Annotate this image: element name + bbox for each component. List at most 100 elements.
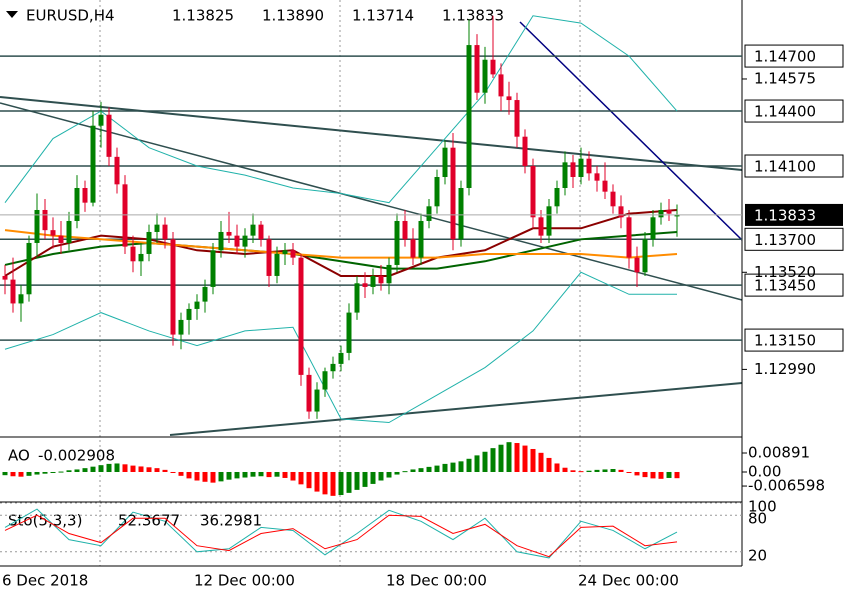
indicator-title: AO — [8, 447, 30, 465]
ao-bar — [194, 471, 200, 481]
candle-body — [370, 275, 376, 287]
ao-bar — [42, 471, 48, 474]
ao-bar — [434, 465, 440, 472]
ao-bar — [362, 471, 368, 487]
level-box — [744, 273, 844, 297]
ao-bar — [202, 471, 208, 482]
last-price-box — [745, 203, 843, 226]
level-label: 1.13450 — [754, 277, 816, 295]
candle-body — [250, 224, 256, 236]
header-value: 1.13714 — [352, 7, 414, 25]
ao-bar — [378, 471, 384, 481]
trend-line — [519, 21, 743, 241]
candle-body — [322, 371, 328, 390]
ao-bar — [538, 452, 544, 472]
candle-body — [106, 114, 112, 157]
y-tick-label: -0.006598 — [748, 477, 825, 495]
candle-body — [210, 250, 216, 287]
menu-triangle[interactable] — [6, 11, 18, 18]
chart-title: EURUSD,H4 — [26, 7, 115, 25]
y-tick-label: 1.13520 — [754, 263, 816, 281]
candle-body — [50, 230, 56, 236]
candle-body — [394, 220, 400, 265]
indicator-value: 52.3677 — [118, 512, 180, 530]
ao-bar — [514, 443, 520, 472]
ao-bar — [226, 471, 232, 480]
ao-bar — [658, 471, 664, 479]
ao-bar — [642, 471, 648, 478]
ao-bar — [18, 471, 24, 477]
level-box — [744, 44, 844, 68]
candle-body — [74, 187, 80, 221]
last-price-label: 1.13833 — [754, 206, 816, 224]
ao-bar — [618, 469, 624, 472]
ao-bar — [394, 471, 400, 475]
ao-bar — [122, 464, 128, 472]
candle-body — [162, 224, 168, 240]
level-label: 1.14700 — [754, 48, 816, 66]
x-tick-label: 24 Dec 00:00 — [578, 572, 679, 590]
ao-bar — [266, 471, 272, 478]
y-tick-label: 80 — [748, 510, 767, 528]
candle-body — [666, 209, 672, 214]
trend-line — [0, 96, 743, 171]
candle-body — [570, 162, 576, 178]
candle-body — [538, 217, 544, 236]
ao-bar — [442, 463, 448, 472]
ao-bar — [410, 469, 416, 472]
candle-body — [618, 206, 624, 218]
ao-bar — [634, 471, 640, 476]
candle-body — [450, 147, 456, 240]
ao-bar — [586, 470, 592, 472]
ao-bar — [530, 448, 536, 472]
ao-bar — [258, 471, 264, 477]
candle-body — [226, 231, 232, 236]
candle-body — [426, 206, 432, 221]
candle-body — [130, 246, 136, 262]
candle-body — [458, 187, 464, 240]
candle-body — [266, 239, 272, 276]
indicator-line — [4, 229, 678, 259]
ao-bar — [546, 457, 552, 472]
ao-bar — [242, 471, 248, 478]
trend-line — [169, 382, 743, 436]
ao-bar — [298, 471, 304, 485]
candle-body — [362, 283, 368, 287]
y-tick-label: 0.00 — [748, 462, 781, 480]
ao-bar — [218, 471, 224, 482]
candle-body — [66, 220, 72, 243]
candle-body — [186, 308, 192, 320]
ao-bar — [234, 471, 240, 479]
candle-body — [434, 177, 440, 207]
ao-bar — [554, 463, 560, 472]
y-tick-label: 100 — [748, 498, 777, 516]
ao-bar — [26, 471, 32, 476]
indicator-value: -0.002908 — [38, 447, 115, 465]
indicator-line — [4, 271, 677, 424]
candle-body — [498, 74, 504, 97]
candle-body — [10, 279, 16, 304]
candle-body — [146, 231, 152, 254]
header-value: 1.13825 — [172, 7, 234, 25]
candle-body — [410, 239, 416, 258]
ao-bar — [66, 470, 72, 472]
candle-body — [290, 250, 296, 258]
ao-bar — [186, 471, 192, 479]
ao-bar — [346, 471, 352, 493]
candle-body — [170, 239, 176, 335]
header-value: 1.13833 — [442, 7, 504, 25]
ao-bar — [130, 465, 136, 472]
ao-bar — [322, 471, 328, 495]
candle-body — [2, 275, 8, 280]
ao-bar — [474, 455, 480, 472]
candle-body — [178, 319, 184, 335]
x-tick-label: 6 Dec 2018 — [2, 572, 88, 590]
candle-body — [546, 206, 552, 236]
candle-body — [658, 209, 664, 218]
candle-body — [482, 59, 488, 93]
ao-bar — [490, 448, 496, 472]
level-box — [744, 328, 844, 352]
ao-bar — [290, 471, 296, 481]
level-box — [744, 154, 844, 178]
